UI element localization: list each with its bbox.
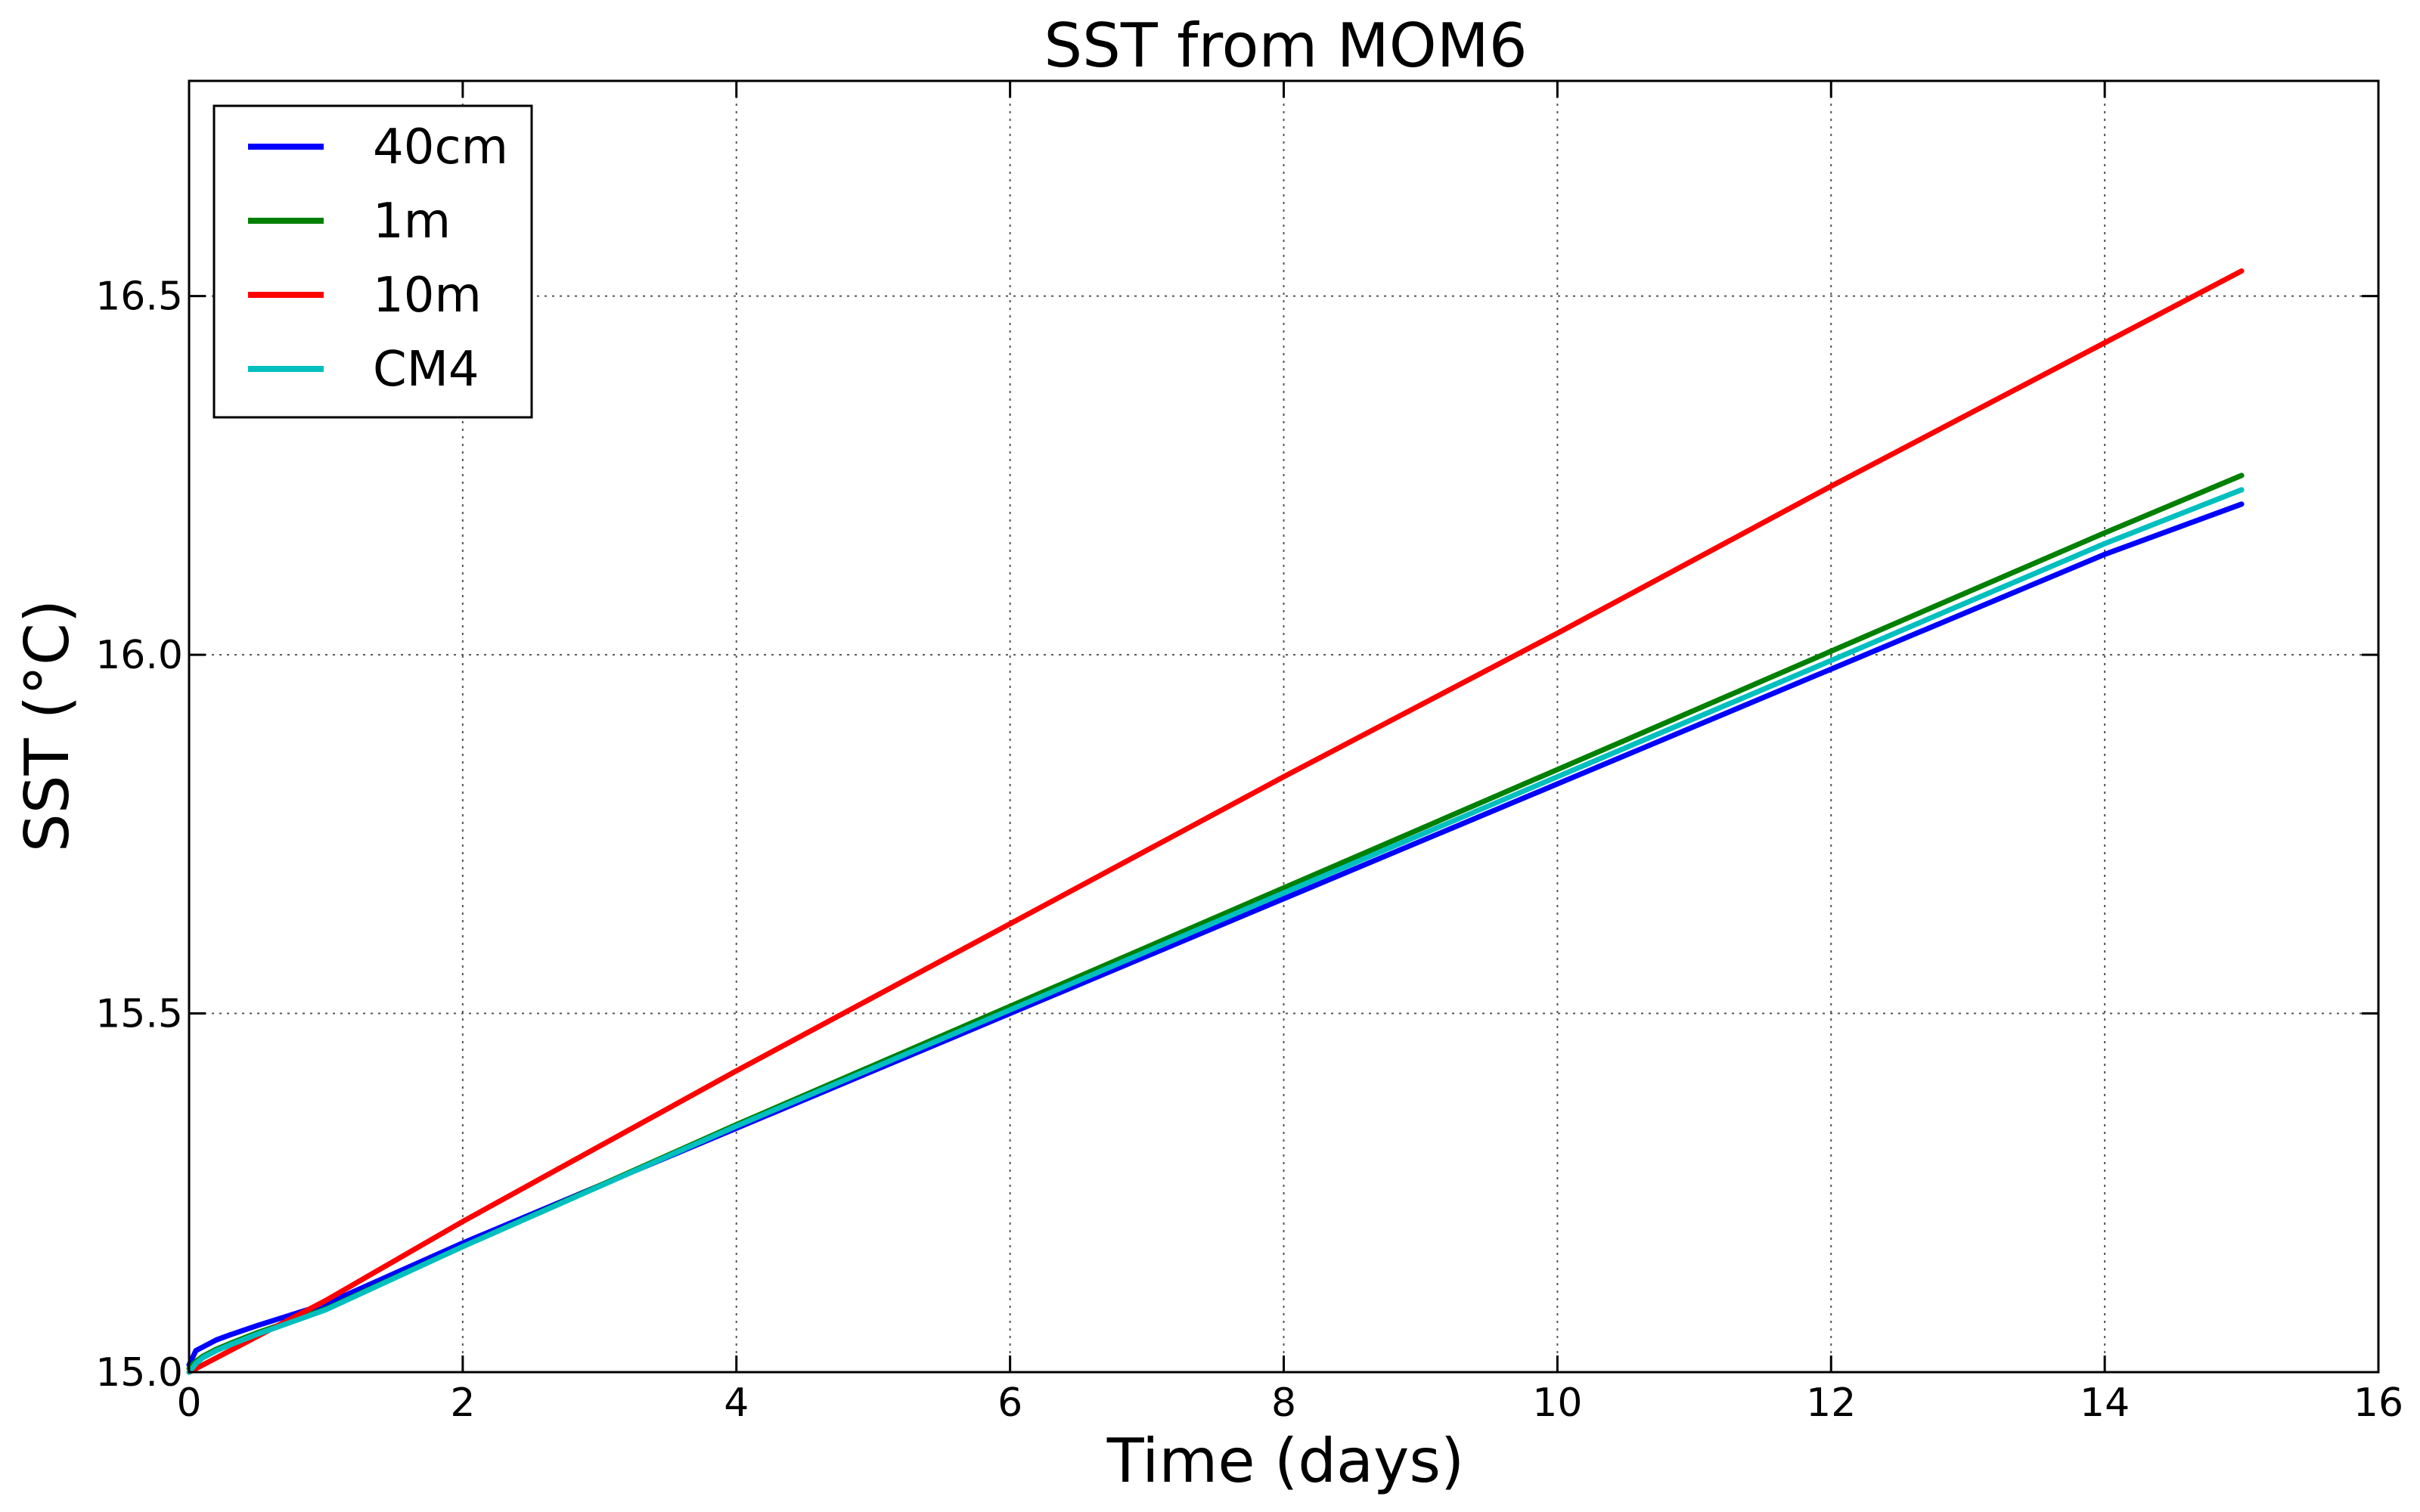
- legend-box: [213, 104, 533, 419]
- y-tick-label-2: 16.0: [95, 633, 183, 678]
- y-tick-label-0: 15.0: [95, 1350, 183, 1396]
- y-tick-label-1: 15.5: [95, 992, 183, 1037]
- series-line-10m: [186, 268, 2245, 1375]
- legend-label-CM4: CM4: [373, 342, 479, 398]
- series-layer: [186, 268, 2245, 1375]
- axes-layer: [188, 79, 2380, 1374]
- series-line-40cm: [186, 501, 2245, 1368]
- x-tick-label-3: 6: [997, 1380, 1022, 1426]
- legend-label-40cm: 40cm: [373, 119, 508, 175]
- x-tick-label-5: 10: [1532, 1380, 1582, 1426]
- x-tick-label-8: 16: [2353, 1380, 2403, 1426]
- tick-labels: 0 2 4 6 8 10 12 14 16 15.0 15.5 16.0 16.5: [95, 274, 2403, 1426]
- legend-label-1m: 1m: [373, 194, 451, 249]
- chart-title: SST from MOM6: [1044, 11, 1527, 81]
- x-tick-label-2: 4: [724, 1380, 749, 1426]
- x-tick-label-1: 2: [450, 1380, 475, 1426]
- x-tick-label-0: 0: [176, 1380, 201, 1426]
- y-tick-label-3: 16.5: [95, 274, 183, 320]
- series-line-CM4: [186, 487, 2245, 1375]
- grid-layer: [189, 81, 2378, 1372]
- legend: 40cm 1m 10m CM4: [213, 104, 533, 419]
- x-axis-label: Time (days): [1106, 1426, 1464, 1496]
- legend-label-10m: 10m: [373, 268, 482, 324]
- x-tick-label-4: 8: [1271, 1380, 1296, 1426]
- x-tick-label-7: 14: [2080, 1380, 2130, 1426]
- x-tick-label-6: 12: [1806, 1380, 1856, 1426]
- y-axis-label: SST (°C): [12, 600, 82, 852]
